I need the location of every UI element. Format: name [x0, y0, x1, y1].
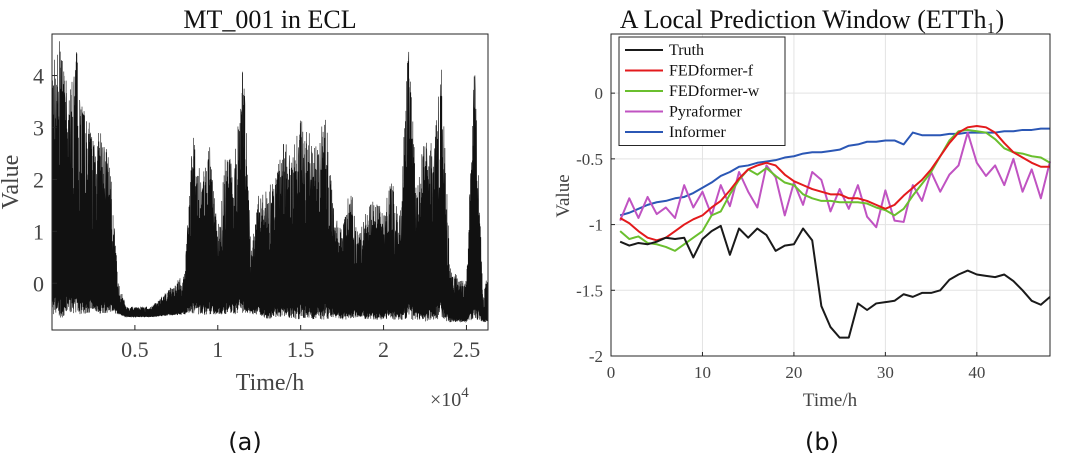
panel-a-y-ticks: 0 1 2 3 4: [33, 64, 57, 296]
panel-a-x-multiplier: ×104: [430, 385, 469, 411]
panel-a-y-tick-label: 1: [33, 219, 44, 244]
panel-b-legend-label: Pyraformer: [669, 104, 743, 121]
panel-b-series-informer: [619, 127, 1050, 217]
panel-b-x-tick-label: 40: [968, 363, 985, 382]
panel-b-y-tick-label: -1.5: [576, 281, 603, 300]
panel-b-x-tick-label: 10: [694, 363, 711, 382]
panel-b-x-ticks: 0 10 20 30 40: [607, 352, 985, 382]
panel-b-legend: Truth FEDformer-f FEDformer-w Pyraformer Inf…: [618, 36, 786, 146]
panel-a-x-tick-label: 0.5: [121, 337, 149, 362]
panel-a-title: MT_001 in ECL: [183, 5, 356, 34]
panel-a-x-label: Time/h: [236, 370, 304, 396]
panel-b-y-tick-label: -0.5: [576, 150, 603, 169]
panel-b-legend-label: Truth: [669, 42, 704, 59]
panel-b-y-tick-label: -2: [589, 347, 603, 366]
panel-a-x-tick-label: 2.5: [453, 337, 481, 362]
panel-b-plot-area: [619, 125, 1051, 339]
caption-a: (a): [228, 428, 261, 456]
panel-b-title: A Local Prediction Window (ETTh₁): [620, 5, 1004, 34]
panel-b-y-tick-label: -1: [589, 216, 603, 235]
panel-a-x-tick-label: 1.5: [287, 337, 315, 362]
panel-a-x-multiplier-exponent: 4: [461, 385, 469, 401]
panel-b-x-tick-label: 20: [785, 363, 802, 382]
panel-a-x-tick-label: 1: [212, 337, 223, 362]
panel-b-y-tick-label: 0: [595, 84, 604, 103]
panel-a-y-tick-label: 2: [33, 167, 44, 192]
panel-a-axes-box: [51, 33, 489, 331]
panel-b-series-fedformer-f: [619, 125, 1050, 242]
panel-b-legend-label: FEDformer-f: [669, 63, 754, 80]
panel-a-chart: MT_001 in ECL 0.5 1 1.5 2 2.5 0 1 2 3 4 Time/h V…: [0, 5, 489, 456]
panel-b-series-fedformer-w: [619, 128, 1051, 252]
panel-b-series-pyraformer: [619, 131, 1051, 229]
panel-b-x-tick-label: 30: [877, 363, 894, 382]
panel-b-y-label: Value: [553, 174, 574, 217]
panel-b-series-truth: [619, 224, 1051, 339]
panel-a-y-tick-label: 3: [33, 115, 44, 140]
panel-a-series-line: [51, 41, 489, 323]
panel-a-plot-area: [51, 41, 489, 323]
panel-a-x-tick-label: 2: [378, 337, 389, 362]
panel-a-x-ticks: 0.5 1 1.5 2 2.5: [121, 325, 480, 362]
panel-b-legend-label: Informer: [669, 124, 727, 141]
panel-b-axes-box: [610, 33, 1051, 357]
panel-a-x-multiplier-base: ×10: [430, 389, 461, 411]
caption-b: (b): [805, 428, 839, 456]
panel-a-y-tick-label: 4: [33, 64, 44, 89]
panel-b-x-label: Time/h: [803, 390, 858, 411]
panel-b-y-ticks: 0 -0.5 -1 -1.5 -2: [576, 84, 615, 366]
panel-b-x-tick-label: 0: [607, 363, 616, 382]
panel-a-y-label: Value: [0, 155, 24, 210]
panel-a-y-tick-label: 0: [33, 271, 44, 296]
panel-b-legend-label: FEDformer-w: [669, 83, 760, 100]
panel-b-chart: A Local Prediction Window (ETTh₁) 0 10 20 3…: [553, 5, 1051, 456]
